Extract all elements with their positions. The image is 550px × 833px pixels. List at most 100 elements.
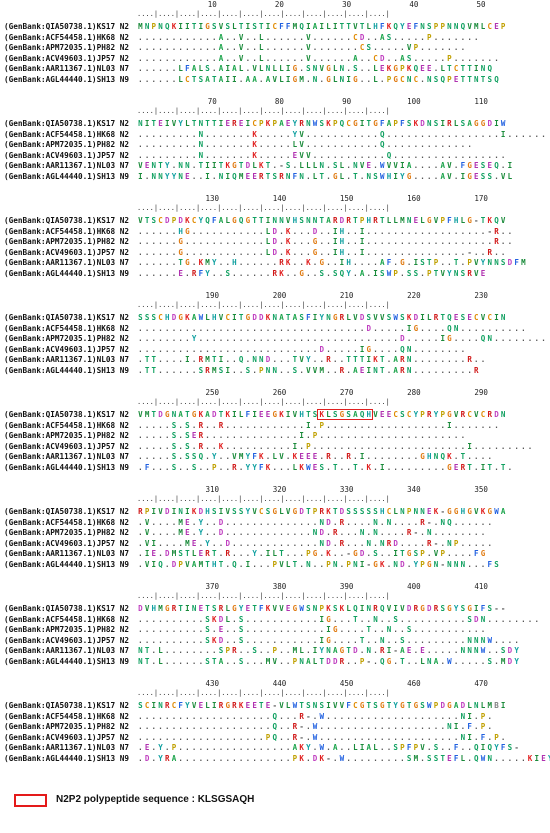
- sequence-name: (GenBank:AAR11367.1)NL03 N7: [4, 258, 129, 268]
- sequence-alignment: 10 20 30 40 50 ....|....|....|....|....|....|…: [0, 0, 550, 769]
- alignment-row: (GenBank:ACF54458.1)HK68 N2 ..... S. S. R.. R…: [0, 421, 550, 430]
- ruler-number: 440: [272, 679, 287, 688]
- sequence-name: (GenBank:ACV49603.1)JP57 N2: [4, 441, 129, 451]
- alignment-row: (GenBank:ACF54458.1)HK68 N2 . V.... M E. Y.. D…: [0, 518, 550, 527]
- ruler-number: 250: [205, 388, 220, 397]
- alignment-block: 130 140 150 160 170 ....|....|....|....|....|…: [0, 194, 550, 284]
- alignment-row: (GenBank:APM72035.1)PH82 N2.............…: [0, 722, 550, 731]
- sequence-name: (GenBank:APM72035.1)PH82 N2: [4, 625, 129, 635]
- ruler-number: 430: [205, 679, 220, 688]
- sequence-name: (GenBank:ACV49603.1)JP57 N2: [4, 635, 129, 645]
- sequence-residues: ........Y..............................D…: [138, 334, 546, 344]
- sequence-name: (GenBank:QIA50738.1)KS17 N2: [4, 216, 129, 225]
- alignment-row: (GenBank:AAR11367.1)NL03 N7 . I E. D M S T L E R T.…: [0, 549, 550, 558]
- alignment-row: (GenBank:APM72035.1)PH82 N2 .......... S. E…: [0, 625, 550, 634]
- alignment-row: (GenBank:APM72035.1)PH82 N2 ......... N...…: [0, 140, 550, 149]
- ruler-ticks: ....|....|....|....|....|....|....|....|…: [137, 592, 390, 600]
- sequence-name: (GenBank:ACF54458.1)HK68 N2: [4, 323, 129, 333]
- ruler-number: 470: [474, 679, 488, 688]
- ruler-number: 170: [474, 194, 488, 203]
- alignment-row: (GenBank:APM72035.1)PH82 N2 . V.... M E. Y.. D…: [0, 528, 550, 537]
- ruler-number: 350: [474, 485, 488, 494]
- sequence-name: (GenBank:ACF54458.1)HK68 N2: [4, 129, 129, 139]
- position-ruler: 190 200 210 220 230 ....|....|....|....|....|…: [137, 291, 547, 311]
- alignment-row: (GenBank:ACV49603.1)JP57 N2 . V I.... M E. Y..…: [0, 539, 550, 548]
- alignment-row: (GenBank:AGL44440.1)SH13 N9 ...... E. R F Y..…: [0, 269, 550, 278]
- alignment-row: (GenBank:ACV49603.1)JP57 N2 ..... S. S. R.. K…: [0, 442, 550, 451]
- ruler-number: 40: [409, 0, 419, 9]
- ruler-ticks: ....|....|....|....|....|....|....|....|…: [137, 398, 390, 406]
- ruler-number: 380: [272, 582, 287, 591]
- alignment-row: (GenBank:ACF54458.1)HK68 N2 ...... H G.....…: [0, 227, 550, 236]
- sequence-name: (GenBank:ACF54458.1)HK68 N2: [4, 711, 129, 721]
- ruler-number: 260: [272, 388, 287, 397]
- sequence-name: (GenBank:APM72035.1)PH82 N2: [4, 140, 129, 150]
- alignment-row: (GenBank:APM72035.1)PH82 N2 ........ Y....…: [0, 334, 550, 343]
- ruler-number: 100: [407, 97, 421, 106]
- ruler-number: 370: [205, 582, 220, 591]
- ruler-number: 340: [407, 485, 421, 494]
- alignment-row: (GenBank:ACF54458.1)HK68 N2.............…: [0, 712, 550, 721]
- alignment-row: (GenBank:QIA50738.1)KS17 N2 S C I N R C F Y V E L I R…: [0, 701, 550, 710]
- n2p2-highlight-box: [317, 409, 374, 420]
- ruler-ticks: ....|....|....|....|....|....|....|....|…: [137, 495, 390, 503]
- alignment-row: (GenBank:AGL44440.1)SH13 N9 I. N N Y Y N E.. I. N…: [0, 172, 550, 181]
- alignment-row: (GenBank:AGL44440.1)SH13 N9 N T. L...... S T A…: [0, 657, 550, 666]
- ruler-number: 80: [274, 97, 284, 106]
- position-ruler: 310 320 330 340 350 ....|....|....|....|....|…: [137, 485, 547, 505]
- sequence-name: (GenBank:APM72035.1)PH82 N2: [4, 431, 129, 441]
- alignment-block: 430 440 450 460 470 ....|....|....|....|....|…: [0, 679, 550, 769]
- sequence-name: (GenBank:AAR11367.1)NL03 N7: [4, 549, 129, 559]
- ruler-number: 190: [205, 291, 220, 300]
- position-ruler: 250 260 270 280 290 ....|....|....|....|....|…: [137, 388, 547, 408]
- sequence-name: (GenBank:APM72035.1)PH82 N2: [4, 722, 129, 732]
- ruler-ticks: ....|....|....|....|....|....|....|....|…: [137, 10, 390, 18]
- alignment-row: (GenBank:QIA50738.1)KS17 N2 D V H M G R T I N E T S R…: [0, 604, 550, 613]
- sequence-name: (GenBank:AGL44440.1)SH13 N9: [4, 269, 129, 278]
- sequence-name: (GenBank:QIA50738.1)KS17 N2: [4, 701, 129, 710]
- ruler-number: 450: [339, 679, 354, 688]
- position-ruler: 70 80 90 100 110 ....|....|....|....|....|...…: [137, 97, 547, 117]
- alignment-row: (GenBank:ACV49603.1)JP57 N2 ...... G......…: [0, 248, 550, 257]
- ruler-number: 110: [474, 97, 488, 106]
- alignment-row: (GenBank:QIA50738.1)KS17 N2 S S S C H D G K A W L H V…: [0, 313, 550, 322]
- alignment-row: (GenBank:APM72035.1)PH82 N2 ...... G......…: [0, 237, 550, 246]
- ruler-number: 320: [272, 485, 287, 494]
- sequence-name: (GenBank:AGL44440.1)SH13 N9: [4, 366, 129, 375]
- alignment-row: (GenBank:ACF54458.1)HK68 N2 .......... S K D…: [0, 615, 550, 624]
- sequence-name: (GenBank:AAR11367.1)NL03 N7: [4, 452, 129, 462]
- alignment-row: (GenBank:APM72035.1)PH82 N2 ............ A…: [0, 43, 550, 52]
- sequence-residues: ....................Q...R-.W............…: [138, 711, 492, 721]
- sequence-name: (GenBank:ACF54458.1)HK68 N2: [4, 517, 129, 527]
- alignment-row: (GenBank:ACV49603.1)JP57 N2 ......... N...…: [0, 151, 550, 160]
- sequence-name: (GenBank:AAR11367.1)NL03 N7: [4, 646, 129, 656]
- ruler-ticks: ....|....|....|....|....|....|....|....|…: [137, 204, 390, 212]
- alignment-block: 190 200 210 220 230 ....|....|....|....|....|…: [0, 291, 550, 381]
- sequence-name: (GenBank:ACV49603.1)JP57 N2: [4, 150, 129, 160]
- alignment-row: (GenBank:ACF54458.1)HK68 N2 ............ A…: [0, 33, 550, 42]
- position-ruler: 430 440 450 460 470 ....|....|....|....|....|…: [137, 679, 547, 699]
- sequence-name: (GenBank:APM72035.1)PH82 N2: [4, 334, 129, 344]
- alignment-row: (GenBank:ACV49603.1)JP57 N2.............…: [0, 733, 550, 742]
- sequence-name: (GenBank:ACV49603.1)JP57 N2: [4, 53, 129, 63]
- legend-highlight-swatch: [14, 794, 47, 807]
